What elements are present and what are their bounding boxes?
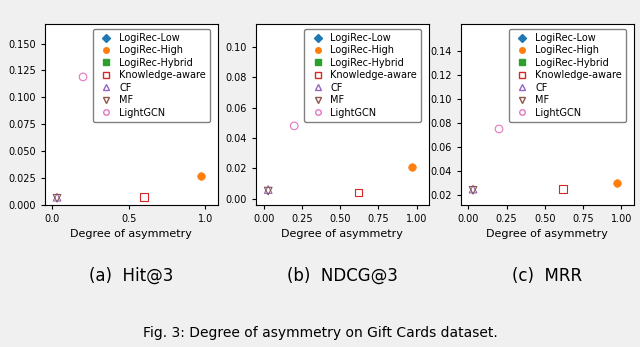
Text: Fig. 3: Degree of asymmetry on Gift Cards dataset.: Fig. 3: Degree of asymmetry on Gift Card… bbox=[143, 326, 497, 340]
Legend: LogiRec-Low, LogiRec-High, LogiRec-Hybrid, Knowledge-aware, CF, MF, LightGCN: LogiRec-Low, LogiRec-High, LogiRec-Hybri… bbox=[509, 29, 626, 121]
Legend: LogiRec-Low, LogiRec-High, LogiRec-Hybrid, Knowledge-aware, CF, MF, LightGCN: LogiRec-Low, LogiRec-High, LogiRec-Hybri… bbox=[304, 29, 421, 121]
Point bbox=[78, 74, 88, 80]
Point bbox=[353, 190, 364, 195]
Point bbox=[52, 195, 62, 201]
Point bbox=[196, 33, 206, 39]
Point bbox=[52, 194, 62, 200]
Point bbox=[468, 187, 478, 193]
Point bbox=[407, 164, 417, 170]
Legend: LogiRec-Low, LogiRec-High, LogiRec-Hybrid, Knowledge-aware, CF, MF, LightGCN: LogiRec-Low, LogiRec-High, LogiRec-Hybri… bbox=[93, 29, 210, 121]
Point bbox=[407, 34, 417, 39]
Point bbox=[263, 187, 273, 192]
Point bbox=[558, 186, 568, 192]
Text: (a)  Hit@3: (a) Hit@3 bbox=[89, 267, 173, 285]
X-axis label: Degree of asymmetry: Degree of asymmetry bbox=[70, 229, 192, 239]
X-axis label: Degree of asymmetry: Degree of asymmetry bbox=[486, 229, 608, 239]
Point bbox=[468, 186, 478, 192]
Point bbox=[494, 126, 504, 132]
Point bbox=[196, 69, 206, 74]
Point bbox=[289, 123, 300, 129]
Point bbox=[139, 194, 149, 200]
X-axis label: Degree of asymmetry: Degree of asymmetry bbox=[282, 229, 403, 239]
Point bbox=[612, 36, 622, 42]
Text: (c)  MRR: (c) MRR bbox=[512, 267, 582, 285]
Point bbox=[612, 60, 622, 66]
Point bbox=[407, 62, 417, 68]
Point bbox=[196, 173, 206, 178]
Point bbox=[612, 180, 622, 186]
Text: (b)  NDCG@3: (b) NDCG@3 bbox=[287, 267, 398, 285]
Point bbox=[263, 188, 273, 194]
